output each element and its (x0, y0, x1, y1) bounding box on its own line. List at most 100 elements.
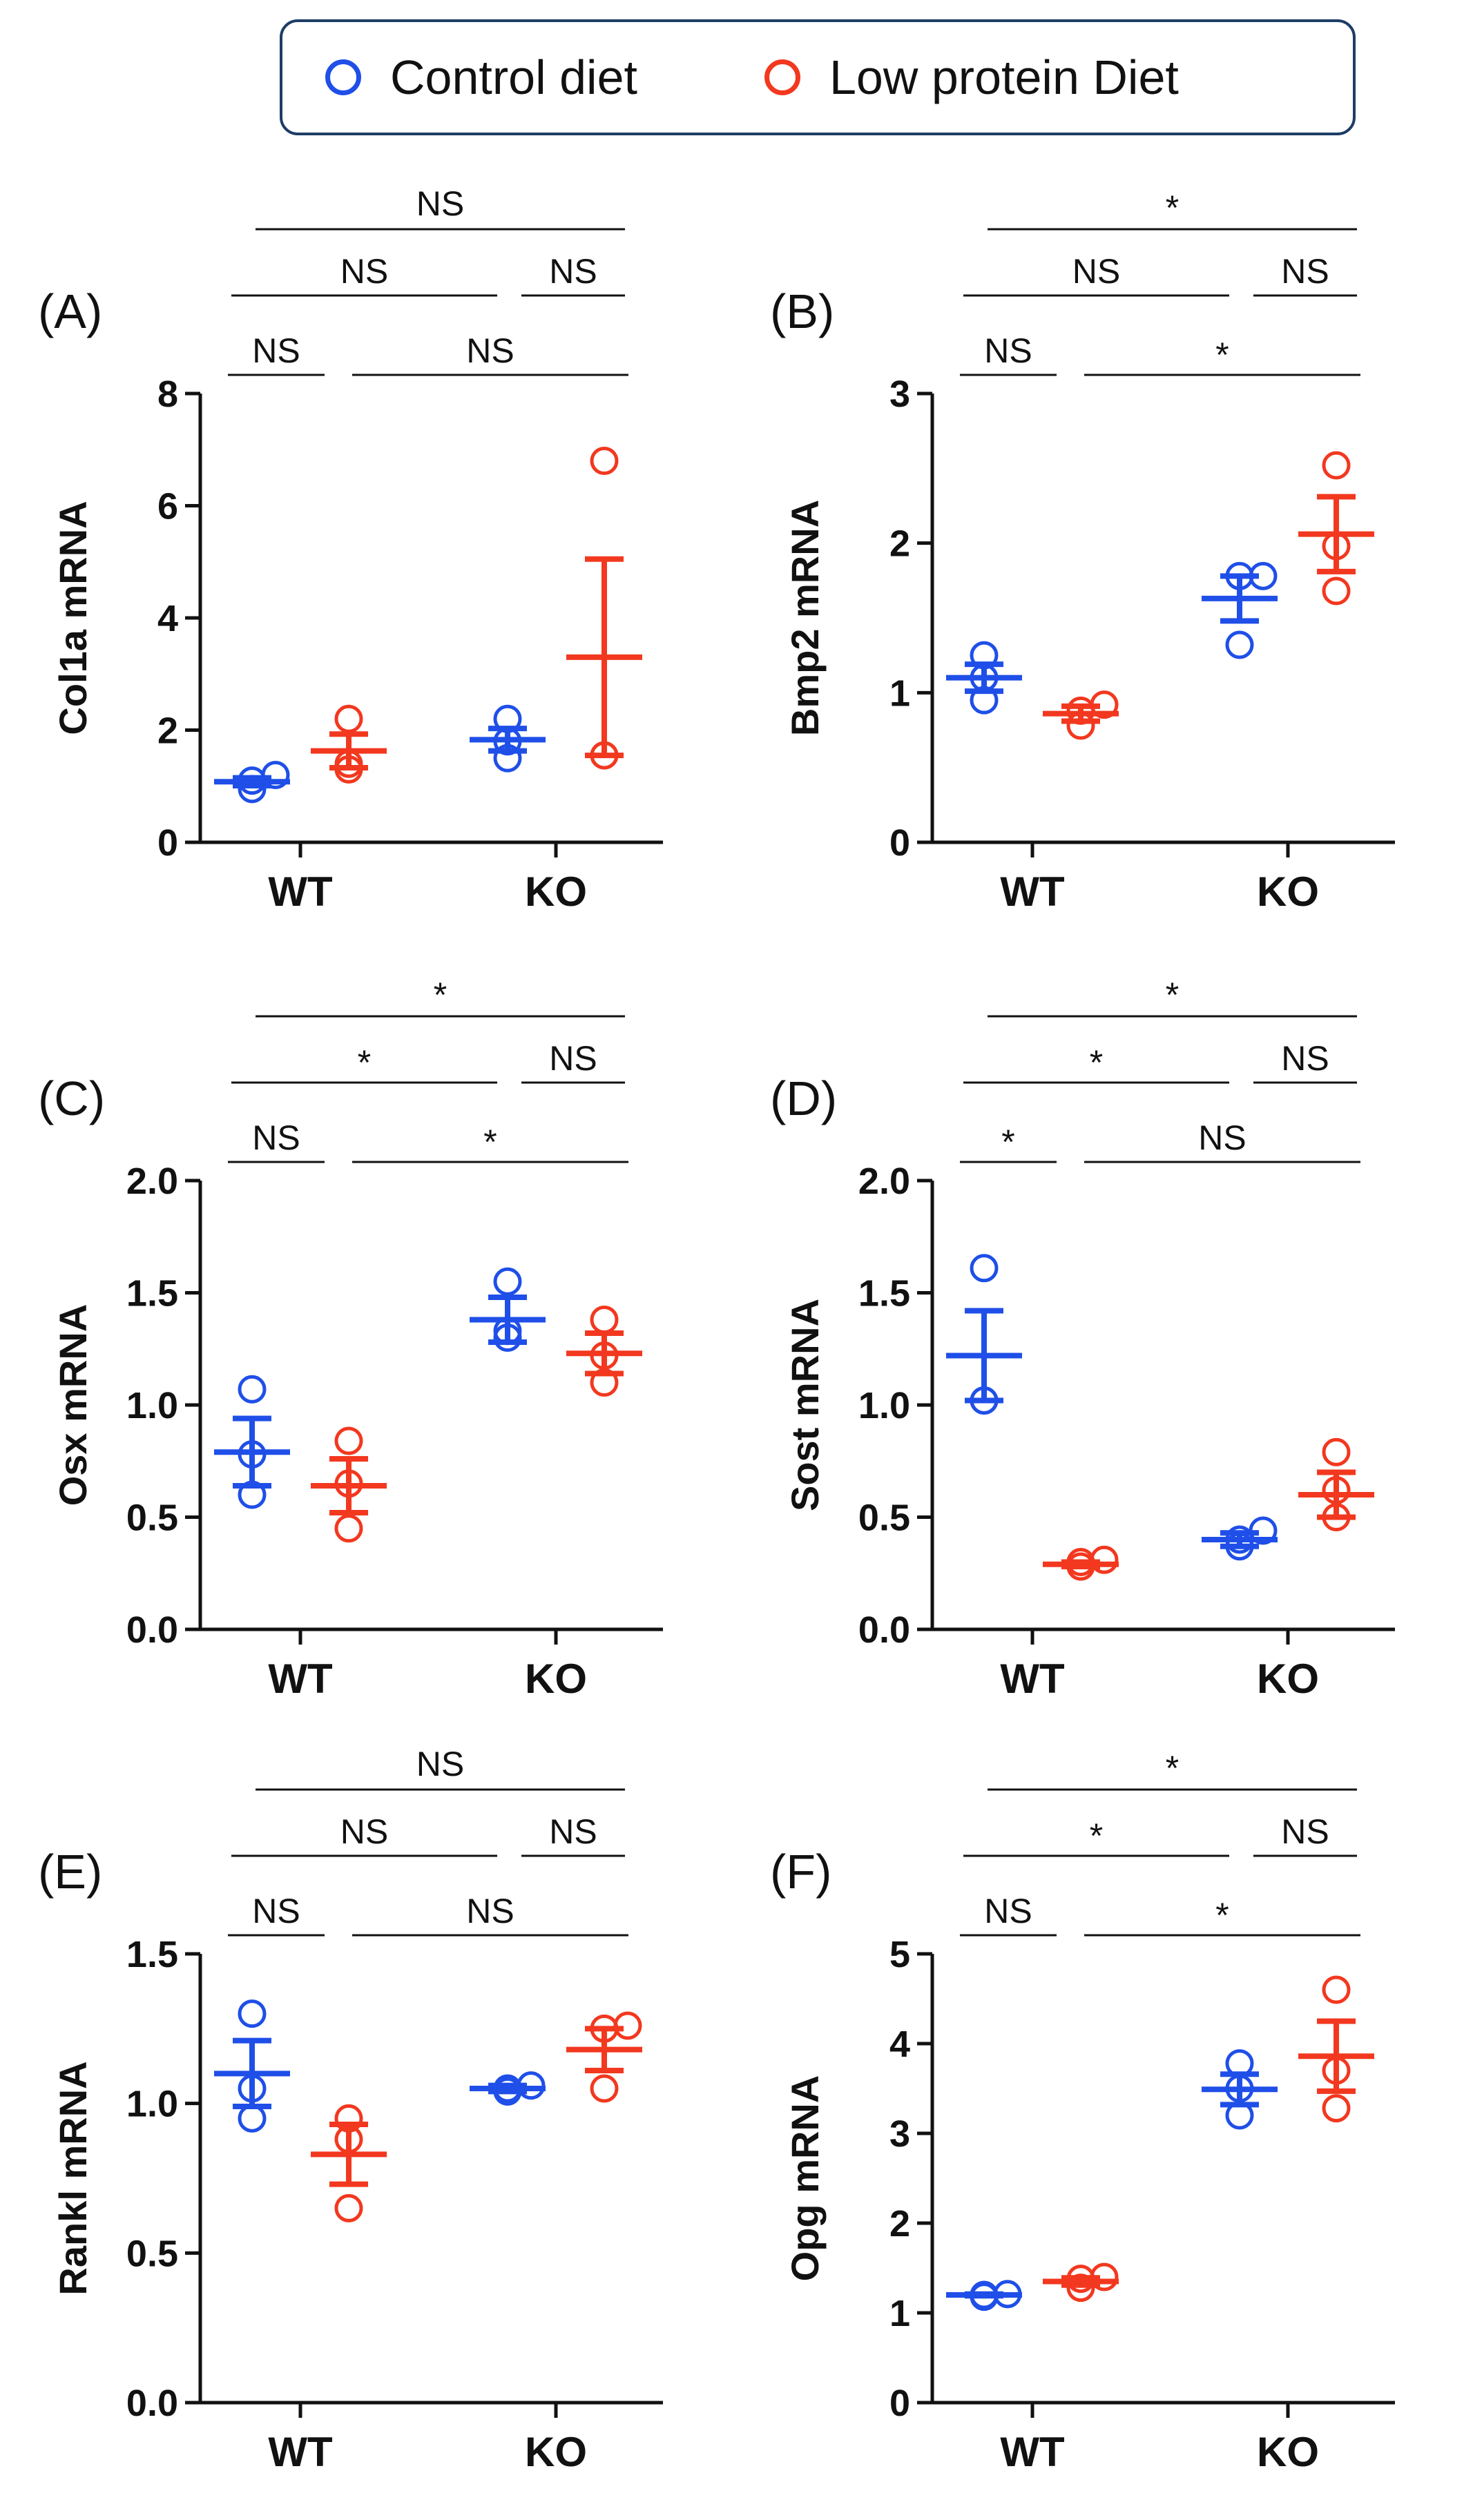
significance-label: NS (549, 1812, 597, 1851)
y-axis-label: Bmp2 mRNA (783, 500, 827, 736)
y-tick-label: 2 (889, 2203, 910, 2245)
y-tick-label: 0 (889, 822, 910, 864)
panel-label: (A) (38, 284, 102, 338)
y-tick-label: 0.0 (858, 1609, 910, 1651)
data-point (1322, 576, 1351, 605)
significance-label: NS (252, 331, 300, 370)
data-point (334, 2193, 363, 2222)
y-tick-label: 1.0 (126, 1385, 178, 1426)
significance-label: NS (1281, 252, 1329, 291)
significance-label: * (483, 1123, 497, 1161)
y-tick-label: 5 (889, 1934, 910, 1975)
panel-a: (A) Col1a mRNA 0 2 4 6 8 WT KO NS NS NS NS NS (0, 166, 691, 915)
x-tick-label: KO (525, 1656, 587, 1702)
y-tick-label: 4 (889, 2024, 910, 2065)
y-tick-label: 1.5 (126, 1273, 178, 1315)
y-tick-label: 8 (157, 374, 178, 415)
legend-label-control: Control diet (390, 50, 637, 104)
significance-label: NS (984, 1892, 1032, 1930)
data-point (590, 2074, 619, 2103)
significance-label: NS (416, 184, 464, 223)
chart-svg: (B) Bmp2 mRNA 0 1 2 3 WT KO NS * NS NS * (770, 188, 1395, 915)
y-tick-label: 1 (889, 672, 910, 714)
chart-svg: (C) Osx mRNA 0.0 0.5 1.0 1.5 2.0 WT KO NS * * NS * (38, 976, 663, 1702)
y-axis-label: Osx mRNA (51, 1304, 95, 1506)
y-tick-label: 0 (889, 2383, 910, 2424)
significance-label: NS (549, 1039, 597, 1078)
significance-label: NS (1281, 1039, 1329, 1078)
chart-svg: (F) Opg mRNA 0 1 2 3 4 5 WT KO NS * * NS * (770, 1749, 1395, 2475)
y-tick-label: 1 (889, 2293, 910, 2334)
y-tick-label: 3 (889, 2113, 910, 2155)
data-point (1322, 451, 1351, 480)
panel-d: (D) Sost mRNA 0.0 0.5 1.0 1.5 2.0 WT KO * NS * NS * (732, 953, 1423, 1702)
x-tick-label: WT (268, 2429, 332, 2475)
significance-label: * (1215, 336, 1229, 374)
x-tick-label: WT (268, 1656, 332, 1702)
y-tick-label: 0.0 (126, 1609, 178, 1651)
significance-label: NS (252, 1118, 300, 1157)
significance-label: NS (1281, 1812, 1329, 1851)
legend-item-control: Control diet (325, 22, 637, 133)
data-point (970, 1254, 999, 1283)
panel-b: (B) Bmp2 mRNA 0 1 2 3 WT KO NS * NS NS * (732, 166, 1423, 915)
x-tick-label: KO (1257, 2429, 1319, 2475)
y-axis-label: Opg mRNA (783, 2075, 827, 2282)
significance-label: NS (340, 1812, 388, 1851)
data-point (590, 1306, 619, 1334)
panel-e: (E) Rankl mRNA 0.0 0.5 1.0 1.5 WT KO NS NS NS NS NS (0, 1726, 691, 2475)
significance-label: * (1215, 1896, 1229, 1935)
y-axis-label: Rankl mRNA (51, 2061, 95, 2295)
y-tick-label: 1.0 (858, 1385, 910, 1426)
data-point (238, 1375, 267, 1404)
significance-label: NS (984, 331, 1032, 370)
data-point (334, 1514, 363, 1543)
data-point (1322, 2094, 1351, 2123)
y-tick-label: 1.5 (126, 1934, 178, 1975)
x-tick-label: KO (525, 2429, 587, 2475)
y-tick-label: 0 (157, 822, 178, 864)
x-tick-label: KO (1257, 869, 1319, 915)
x-tick-label: WT (1000, 869, 1064, 915)
panel-label: (B) (770, 284, 834, 338)
data-point (334, 1426, 363, 1455)
significance-label: NS (466, 331, 514, 370)
y-tick-label: 2 (889, 523, 910, 565)
panel-label: (C) (38, 1072, 105, 1125)
data-point (613, 2011, 642, 2040)
legend-marker-control (325, 59, 361, 95)
x-tick-label: WT (1000, 2429, 1064, 2475)
data-point (238, 2104, 267, 2133)
data-point (590, 447, 619, 475)
legend-marker-low-protein (764, 59, 800, 95)
significance-label: * (1166, 188, 1179, 227)
x-tick-label: WT (1000, 1656, 1064, 1702)
data-point (1322, 1437, 1351, 1466)
panel-label: (D) (770, 1072, 837, 1125)
chart-svg: (A) Col1a mRNA 0 2 4 6 8 WT KO NS NS NS NS NS (38, 184, 663, 915)
significance-label: NS (1072, 252, 1120, 291)
y-tick-label: 4 (157, 598, 178, 639)
legend-label-low-protein: Low protein Diet (829, 50, 1179, 104)
panel-c: (C) Osx mRNA 0.0 0.5 1.0 1.5 2.0 WT KO NS * * NS * (0, 953, 691, 1702)
y-tick-label: 2.0 (858, 1161, 910, 1202)
data-point (261, 761, 290, 789)
x-tick-label: KO (525, 869, 587, 915)
x-tick-label: WT (268, 869, 332, 915)
x-tick-label: KO (1257, 1656, 1319, 1702)
significance-label: NS (466, 1892, 514, 1930)
significance-label: NS (252, 1892, 300, 1930)
significance-label: NS (549, 252, 597, 291)
y-tick-label: 3 (889, 374, 910, 415)
data-point (493, 1267, 522, 1296)
data-point (334, 704, 363, 733)
legend-item-low-protein: Low protein Diet (764, 22, 1179, 133)
panel-f: (F) Opg mRNA 0 1 2 3 4 5 WT KO NS * * NS * (732, 1726, 1423, 2475)
significance-label: * (1090, 1043, 1103, 1082)
y-tick-label: 0.5 (126, 1498, 178, 1539)
y-tick-label: 6 (157, 486, 178, 527)
chart-svg: (D) Sost mRNA 0.0 0.5 1.0 1.5 2.0 WT KO * NS * NS * (770, 976, 1395, 1702)
chart-svg: (E) Rankl mRNA 0.0 0.5 1.0 1.5 WT KO NS NS NS NS NS (38, 1745, 663, 2475)
y-tick-label: 1.0 (126, 2084, 178, 2125)
y-axis-label: Col1a mRNA (51, 501, 95, 735)
